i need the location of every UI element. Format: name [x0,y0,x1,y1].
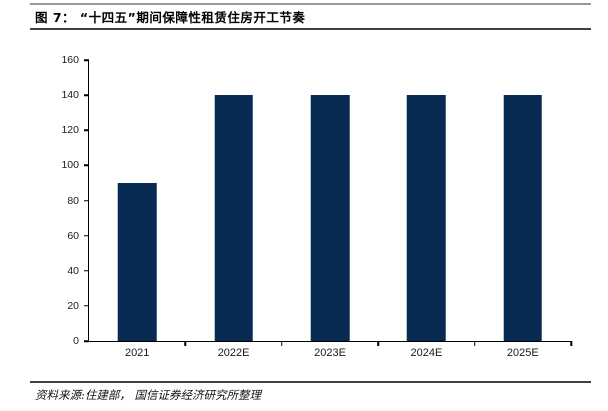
plot-area: 0 20 40 60 80 100 120 140 160 2021 2022E 2023E 2024E… [61,55,572,359]
y-axis-tick-mark [84,164,89,167]
y-axis-tick-label: 20 [67,299,79,312]
y-axis-tick-mark [84,234,89,237]
y-axis-tick-mark [84,59,89,61]
x-axis-tick-label: 2023E [314,347,346,359]
x-axis-tick-mark [570,341,572,346]
figure-title: 图 7： “十四五”期间保障性租赁住房开工节奏 [35,10,306,25]
bar [117,182,157,341]
bar [503,95,543,341]
title-top-rule [30,3,591,5]
source-note: 资料来源:住建部， 国信证券经济研究所整理 [35,388,262,402]
x-axis-tick-mark [184,341,187,346]
y-axis-tick-mark [84,340,89,342]
bar [310,95,350,341]
x-axis-tick-mark [377,341,379,346]
x-axis-tick-label: 2024E [410,347,443,359]
y-axis-tick-label: 80 [67,194,79,207]
y-axis-tick-label: 100 [61,159,79,172]
source-divider-rule [30,381,591,383]
x-axis-tick-mark [473,341,476,346]
y-axis-tick-label: 0 [73,334,79,347]
title-bottom-rule [30,28,591,30]
y-axis-tick-label: 60 [67,229,79,242]
y-axis-tick-label: 120 [61,124,79,136]
x-axis-tick-label: 2022E [217,347,250,359]
bar [214,95,253,341]
y-axis-tick-label: 160 [61,53,79,66]
y-axis-tick-mark [84,129,89,131]
y-axis-tick-mark [84,305,89,307]
bar [407,95,446,341]
y-axis-tick-mark [84,94,89,96]
x-axis-tick-label: 2025E [506,347,539,359]
y-axis-tick-label: 40 [67,264,79,277]
x-axis-tick-label: 2021 [124,347,150,359]
y-axis-tick-label: 140 [61,88,79,101]
y-axis-tick-mark [84,199,89,202]
y-axis-tick-mark [84,270,89,272]
x-axis-tick-mark [281,341,283,346]
